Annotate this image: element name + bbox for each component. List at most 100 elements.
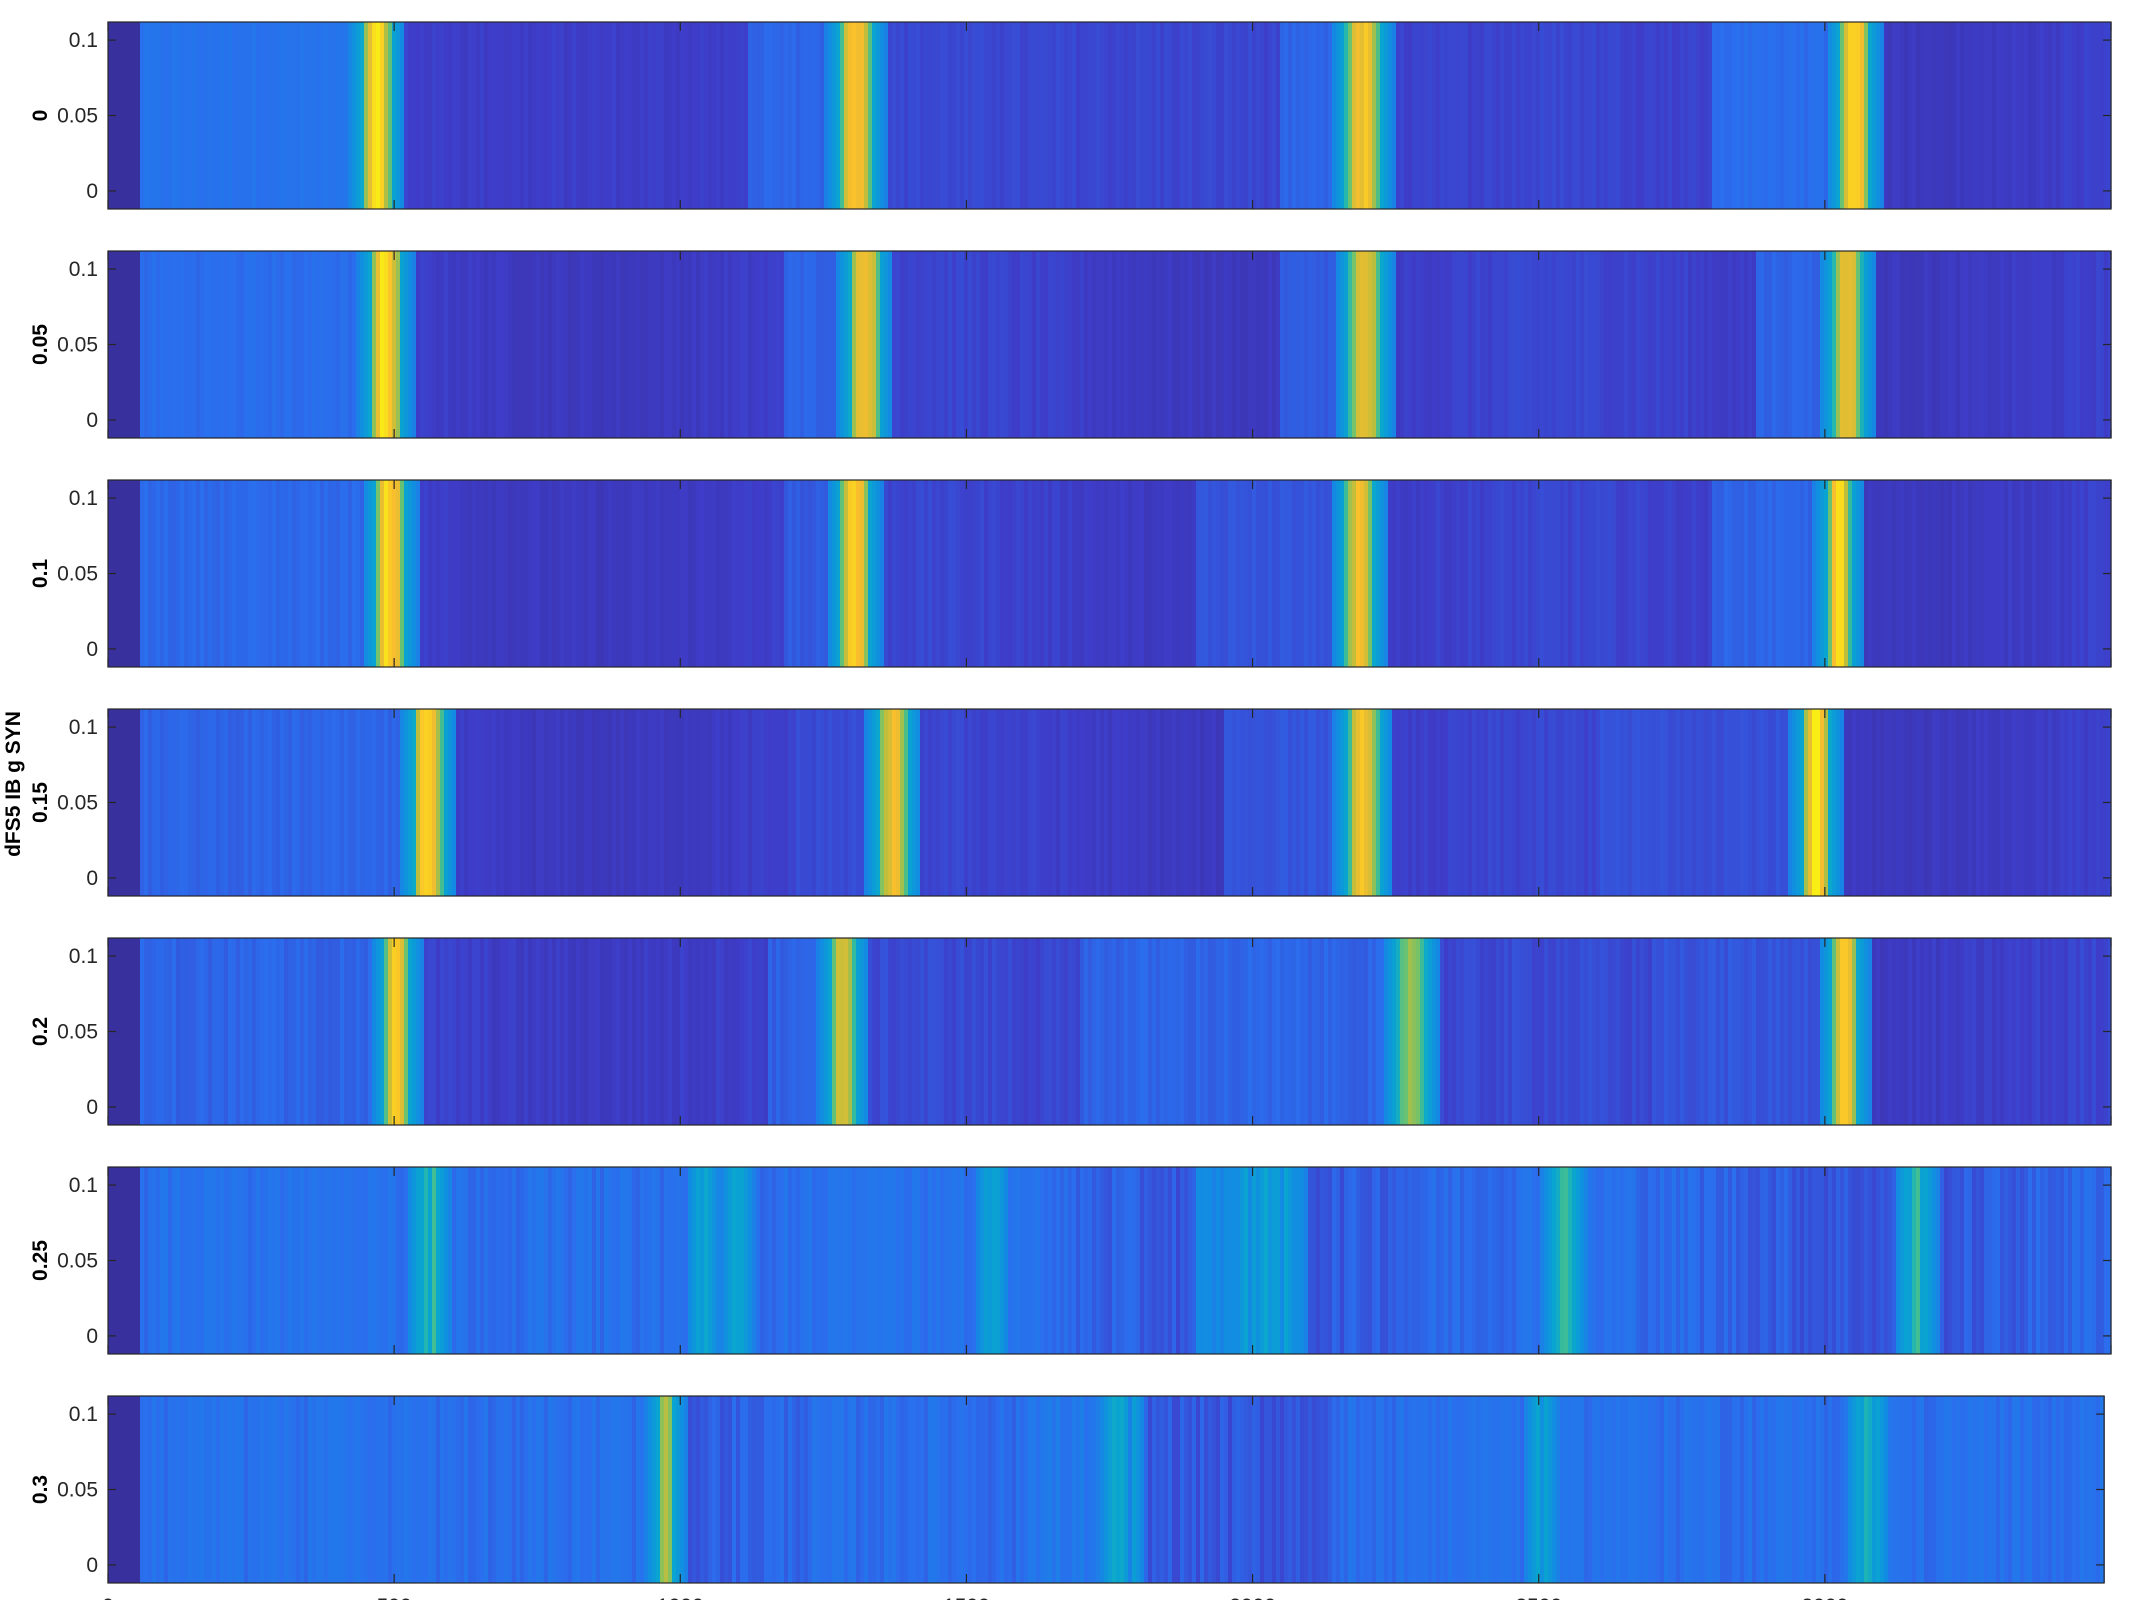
heat-cell (2028, 1396, 2033, 1583)
heat-cell (512, 251, 517, 438)
heat-cell (1840, 251, 1845, 438)
heat-cell (1060, 22, 1065, 209)
heat-cell (2032, 251, 2037, 438)
heat-cell (1716, 480, 1721, 667)
heat-cell (644, 1396, 649, 1583)
heat-cell (1480, 709, 1485, 896)
heat-cell (352, 938, 357, 1125)
heat-cell (1732, 251, 1737, 438)
heat-cell (656, 22, 661, 209)
heat-cell (704, 938, 709, 1125)
heat-cell (296, 709, 301, 896)
heat-cell (2052, 1396, 2057, 1583)
heat-cell (2000, 1396, 2005, 1583)
heat-cell (1668, 480, 1673, 667)
heat-cell (1360, 1396, 1365, 1583)
heat-cell (312, 251, 317, 438)
heat-cell (424, 709, 429, 896)
heat-cell (536, 1396, 541, 1583)
heat-cell (1948, 709, 1953, 896)
heat-cell (1200, 22, 1205, 209)
heat-cell (1544, 1396, 1549, 1583)
heat-cell (728, 251, 733, 438)
heat-cell (304, 480, 309, 667)
y-tick-label: 0.1 (69, 945, 98, 968)
heat-cell (1828, 1167, 1833, 1354)
heat-cell (1196, 22, 1201, 209)
heat-cell (592, 938, 597, 1125)
heat-cell (1312, 22, 1317, 209)
heat-cell (1504, 251, 1509, 438)
heat-cell (1716, 251, 1721, 438)
heat-cell (1596, 709, 1601, 896)
heat-cell (1788, 480, 1793, 667)
heat-cell (1076, 251, 1081, 438)
heat-cell (652, 22, 657, 209)
heat-cell (548, 480, 553, 667)
heat-cell (224, 22, 229, 209)
heat-cell (1508, 1167, 1513, 1354)
heat-cell (876, 480, 881, 667)
heat-cell (676, 22, 681, 209)
heat-cell (300, 251, 305, 438)
heat-cell (976, 709, 981, 896)
heat-cell (184, 480, 189, 667)
heat-cell (1636, 1396, 1641, 1583)
heat-cell (1408, 22, 1413, 209)
heat-cell (812, 1167, 817, 1354)
heat-cell (1696, 1396, 1701, 1583)
heat-cell (600, 22, 605, 209)
heat-cell (1940, 1396, 1945, 1583)
heat-cell (2056, 22, 2061, 209)
heat-cell (1192, 251, 1197, 438)
heat-cell (732, 709, 737, 896)
heat-cell (1052, 480, 1057, 667)
heat-cell (936, 938, 941, 1125)
heat-cell (228, 709, 233, 896)
heat-cell (976, 1167, 981, 1354)
heat-cell (960, 480, 965, 667)
heat-cell (900, 1396, 905, 1583)
heat-cell (1964, 251, 1969, 438)
heat-cell (1156, 251, 1161, 438)
heat-cell (1108, 22, 1113, 209)
heat-cell (456, 1167, 461, 1354)
heat-cell (1428, 480, 1433, 667)
heat-cell (1488, 1167, 1493, 1354)
heat-cell (1020, 938, 1025, 1125)
heat-cell (1188, 22, 1193, 209)
heat-cell (1032, 480, 1037, 667)
heat-cell (344, 22, 349, 209)
heat-cell (1292, 251, 1297, 438)
heat-cell (500, 938, 505, 1125)
heat-cell (1088, 480, 1093, 667)
heat-cell (1008, 1167, 1013, 1354)
heat-cell (880, 251, 885, 438)
heat-cell (1244, 251, 1249, 438)
heat-cell (1396, 1167, 1401, 1354)
heat-cell (1016, 1396, 1021, 1583)
x-tick-label: 2000 (1229, 1595, 1276, 1600)
heat-cell (1092, 938, 1097, 1125)
heat-cell (1052, 709, 1057, 896)
heat-cell (612, 480, 617, 667)
heat-cell (1696, 480, 1701, 667)
heat-cell (1940, 480, 1945, 667)
heat-cell (1500, 22, 1505, 209)
heat-cell (580, 938, 585, 1125)
heat-cell (492, 251, 497, 438)
heat-cell (1804, 22, 1809, 209)
heat-cell (620, 1167, 625, 1354)
heat-cell (2084, 1396, 2089, 1583)
heat-cell (1768, 251, 1773, 438)
heat-cell (1000, 251, 1005, 438)
heat-cell (1032, 938, 1037, 1125)
heat-cell (1444, 22, 1449, 209)
heat-cell (772, 1167, 777, 1354)
heat-cell (888, 1167, 893, 1354)
heat-cell (972, 480, 977, 667)
heat-cell (1120, 1396, 1125, 1583)
heat-cell (1056, 251, 1061, 438)
heat-cell (748, 1396, 753, 1583)
heat-cell (2052, 480, 2057, 667)
